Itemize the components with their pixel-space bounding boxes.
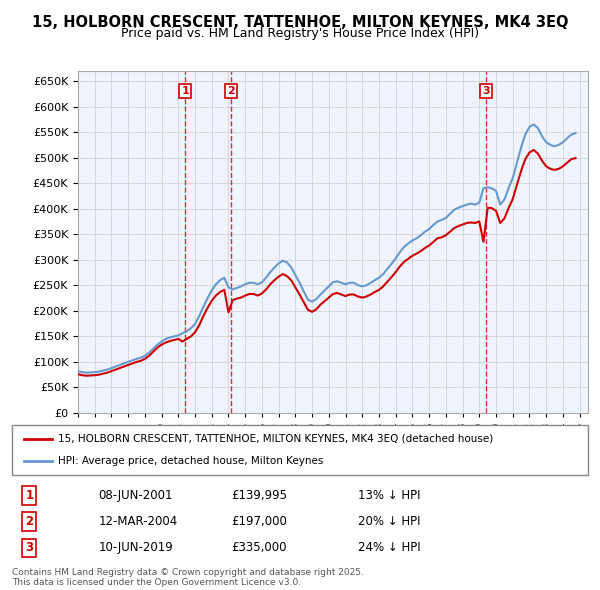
- Text: £335,000: £335,000: [231, 542, 286, 555]
- Text: 1: 1: [25, 489, 34, 502]
- FancyBboxPatch shape: [12, 425, 588, 475]
- Text: 2: 2: [227, 86, 235, 96]
- Text: This data is licensed under the Open Government Licence v3.0.: This data is licensed under the Open Gov…: [12, 578, 301, 587]
- Text: 15, HOLBORN CRESCENT, TATTENHOE, MILTON KEYNES, MK4 3EQ (detached house): 15, HOLBORN CRESCENT, TATTENHOE, MILTON …: [58, 434, 493, 444]
- Text: HPI: Average price, detached house, Milton Keynes: HPI: Average price, detached house, Milt…: [58, 456, 323, 466]
- Text: 3: 3: [25, 542, 34, 555]
- Text: 3: 3: [482, 86, 490, 96]
- Text: 24% ↓ HPI: 24% ↓ HPI: [358, 542, 420, 555]
- Text: 10-JUN-2019: 10-JUN-2019: [98, 542, 173, 555]
- Text: 08-JUN-2001: 08-JUN-2001: [98, 489, 173, 502]
- Text: 13% ↓ HPI: 13% ↓ HPI: [358, 489, 420, 502]
- Text: £197,000: £197,000: [231, 515, 287, 528]
- Text: 1: 1: [181, 86, 189, 96]
- Text: 15, HOLBORN CRESCENT, TATTENHOE, MILTON KEYNES, MK4 3EQ: 15, HOLBORN CRESCENT, TATTENHOE, MILTON …: [32, 15, 568, 30]
- Text: 2: 2: [25, 515, 34, 528]
- Text: £139,995: £139,995: [231, 489, 287, 502]
- Text: Price paid vs. HM Land Registry's House Price Index (HPI): Price paid vs. HM Land Registry's House …: [121, 27, 479, 40]
- Text: Contains HM Land Registry data © Crown copyright and database right 2025.: Contains HM Land Registry data © Crown c…: [12, 568, 364, 576]
- Text: 20% ↓ HPI: 20% ↓ HPI: [358, 515, 420, 528]
- Text: 12-MAR-2004: 12-MAR-2004: [98, 515, 178, 528]
